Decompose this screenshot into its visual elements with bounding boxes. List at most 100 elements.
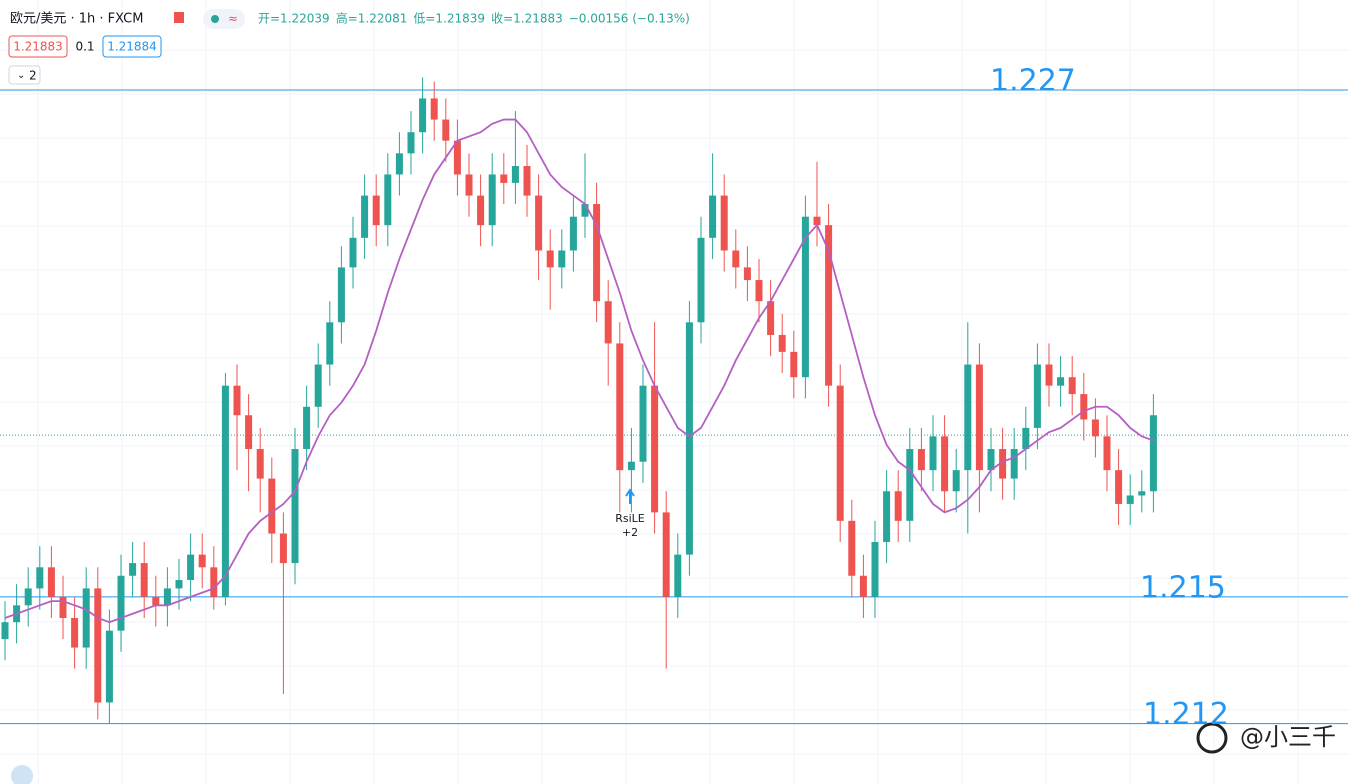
candle-body: [651, 385, 659, 513]
overlay: 欧元/美元 · 1h · FXCM ≈ 开=1.22039 高=1.22081 低=…: [8, 9, 1336, 784]
candle-body: [859, 575, 867, 597]
candle-body: [175, 579, 183, 589]
candle-body: [894, 491, 902, 521]
candle-body: [535, 195, 543, 251]
ohlc-value: 开=1.22039: [258, 12, 330, 26]
collapse-button[interactable]: [8, 65, 41, 85]
symbol: 欧元/美元 · 1h · FXCM: [10, 12, 143, 27]
candle-body: [883, 491, 891, 542]
candle-body: [616, 343, 624, 471]
candle-body: [1068, 377, 1076, 395]
candle-body: [82, 588, 90, 648]
sell-box[interactable]: [8, 35, 68, 58]
candle-body: [593, 204, 601, 302]
candle-body: [732, 250, 740, 268]
buy-price: 1.21884: [107, 40, 157, 54]
buy-box[interactable]: [102, 35, 162, 58]
watermark: @小三千: [1240, 723, 1336, 751]
candle-body: [337, 267, 345, 323]
chevron: ⌄: [17, 70, 25, 81]
candle-body: [117, 575, 125, 631]
candle-body: [546, 250, 554, 268]
signal-count: +2: [622, 526, 638, 539]
signal-label: RsiLE: [615, 512, 645, 525]
logo: [11, 765, 33, 784]
candle-body: [801, 216, 809, 378]
candle-body: [523, 166, 531, 196]
candle-body: [488, 174, 496, 226]
level-label: 1.212: [1143, 697, 1229, 732]
candle-body: [1033, 364, 1041, 428]
candle-body: [407, 132, 415, 154]
candle-body: [256, 449, 264, 479]
signal-arrow: [625, 488, 635, 504]
candle-body: [279, 533, 287, 564]
candle-body: [871, 541, 879, 597]
candle-body: [627, 461, 635, 471]
candle-body: [71, 617, 79, 648]
candle-body: [187, 554, 195, 580]
candle-body: [372, 195, 380, 226]
candle-body: [941, 436, 949, 492]
candle-body: [1080, 394, 1088, 420]
candle-body: [1091, 419, 1099, 437]
candle-body: [221, 385, 229, 597]
candle-body: [1103, 436, 1111, 471]
candle-body: [140, 563, 148, 597]
candle-body: [906, 449, 914, 521]
candle-body: [163, 588, 171, 606]
candle-body: [152, 596, 160, 606]
candle-body: [36, 567, 44, 589]
candle-body: [1057, 377, 1065, 386]
candle-body: [314, 364, 322, 407]
candle-body: [1, 622, 9, 640]
candle-body: [917, 449, 925, 471]
candle-body: [419, 98, 427, 133]
ohlc-value: 收=1.21883: [491, 12, 563, 26]
candle-body: [685, 322, 693, 555]
candle-body: [790, 351, 798, 378]
collapse-count: 2: [29, 69, 37, 83]
candle-body: [384, 174, 392, 226]
candle-body: [755, 280, 763, 302]
candle-body: [964, 364, 972, 471]
candle-body: [465, 174, 473, 196]
candle-body: [24, 588, 32, 606]
candle-body: [662, 512, 670, 597]
level-label: 1.215: [1140, 570, 1226, 605]
candle-body: [825, 225, 833, 386]
candle-body: [987, 449, 995, 471]
candle-body: [558, 250, 566, 268]
candle-body: [198, 554, 206, 568]
candle-body: [569, 216, 577, 251]
candle-body: [511, 166, 519, 183]
ohlc-row: 开=1.22039 高=1.22081 低=1.21839 收=1.21883 −0.0…: [258, 11, 690, 26]
candle-body: [477, 195, 485, 226]
candle-body: [105, 630, 113, 703]
status-icon: ≈: [228, 12, 238, 26]
candle-body: [813, 216, 821, 226]
candle-body: [767, 301, 775, 335]
status-pill[interactable]: [203, 9, 245, 29]
ohlc-value: 高=1.22081: [336, 11, 408, 26]
candle-body: [743, 267, 751, 281]
candle-body: [47, 567, 55, 597]
candle-body: [1115, 470, 1123, 504]
candle-body: [674, 554, 682, 597]
candle-body: [952, 470, 960, 492]
candle-body: [836, 385, 844, 521]
status-dot: [211, 15, 219, 23]
candle-body: [210, 567, 218, 597]
candle-body: [1149, 415, 1157, 492]
ohlc-value: 低=1.21839: [413, 12, 485, 26]
candle-body: [581, 204, 589, 217]
candle-body: [639, 385, 647, 462]
candle-body: [94, 588, 102, 703]
candle-body: [349, 237, 357, 268]
candle-body: [1126, 495, 1134, 504]
candle-body: [848, 520, 856, 576]
moving-average: [4, 118, 1154, 624]
candle-body: [442, 119, 450, 141]
